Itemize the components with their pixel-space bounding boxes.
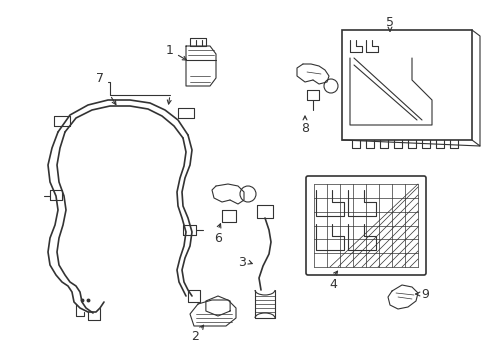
Bar — [341, 30, 471, 140]
Circle shape — [240, 186, 256, 202]
FancyBboxPatch shape — [305, 176, 425, 275]
Text: 3: 3 — [238, 256, 245, 269]
Text: 6: 6 — [214, 231, 222, 244]
Text: 2: 2 — [191, 329, 199, 342]
Text: 1: 1 — [166, 44, 174, 57]
Text: 9: 9 — [420, 288, 428, 301]
Text: 8: 8 — [301, 122, 308, 135]
Text: 5: 5 — [385, 15, 393, 28]
Text: 4: 4 — [328, 278, 336, 291]
Circle shape — [324, 79, 337, 93]
Text: 7: 7 — [96, 72, 104, 85]
